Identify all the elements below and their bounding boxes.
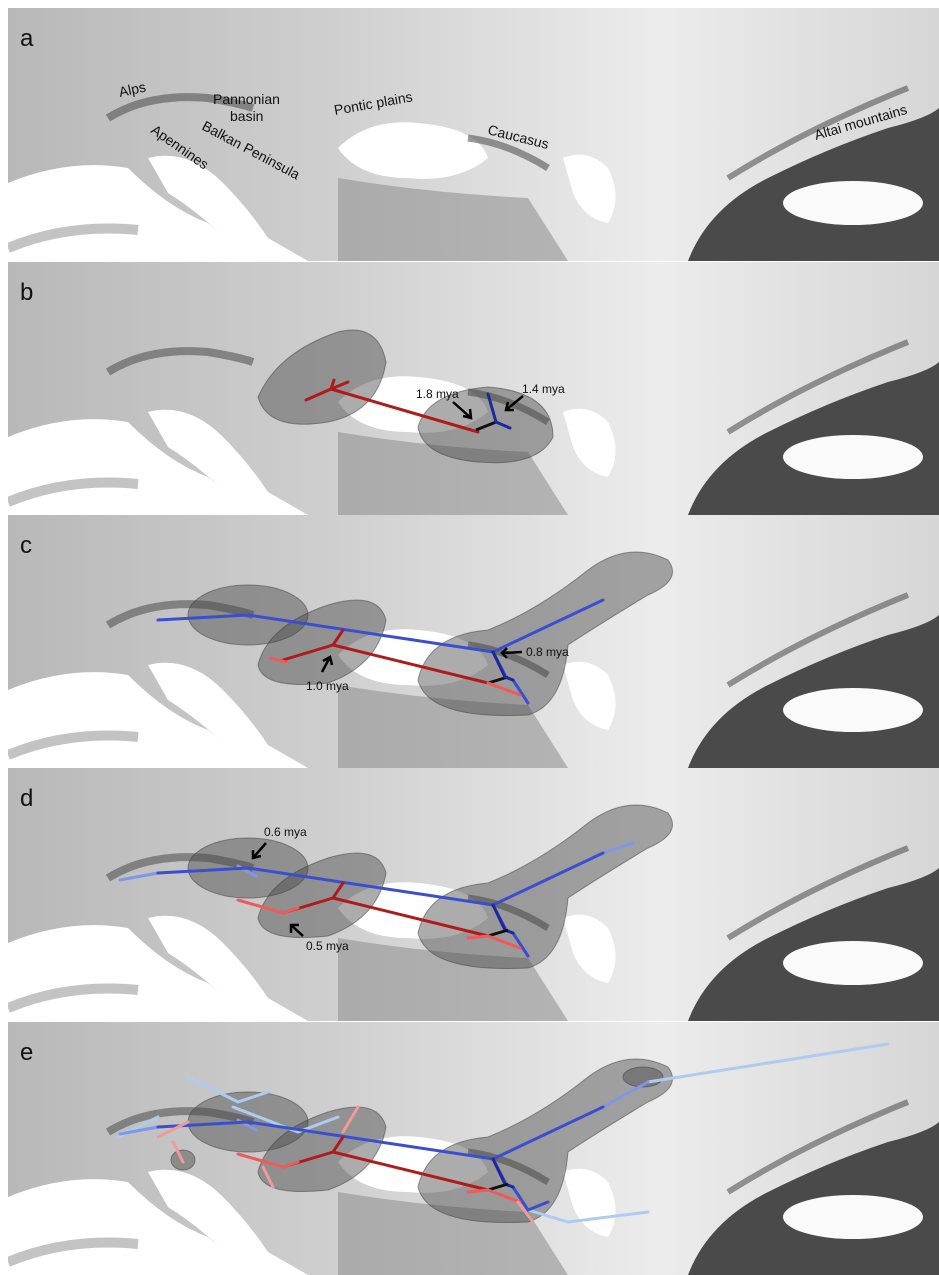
time-annotation: 0.6 mya — [264, 825, 307, 839]
figure: a Alps Pannonian basin Pontic plains Ape… — [0, 0, 939, 1275]
panel-e: e — [8, 1022, 939, 1275]
panel-b: b 1.8 mya 1.4 mya — [8, 262, 939, 515]
time-annotation: 0.8 mya — [526, 645, 569, 659]
time-annotation: 1.4 mya — [522, 382, 565, 396]
panel-label: b — [20, 279, 33, 306]
time-annotation: 0.5 mya — [306, 939, 349, 953]
panel-label: e — [20, 1039, 33, 1066]
panel-label: a — [20, 25, 34, 52]
panel-label: d — [20, 785, 33, 812]
panel-c: c 1.0 mya 0.8 mya — [8, 515, 939, 768]
time-annotation: 1.0 mya — [306, 679, 349, 693]
panel-d: d 0.6 mya 0.5 mya — [8, 768, 939, 1021]
panel-label: c — [20, 532, 32, 559]
panel-a: a Alps Pannonian basin Pontic plains Ape… — [8, 8, 939, 261]
time-annotation: 1.8 mya — [416, 387, 459, 401]
place-label: basin — [230, 108, 263, 124]
place-label: Pannonian — [213, 91, 280, 107]
